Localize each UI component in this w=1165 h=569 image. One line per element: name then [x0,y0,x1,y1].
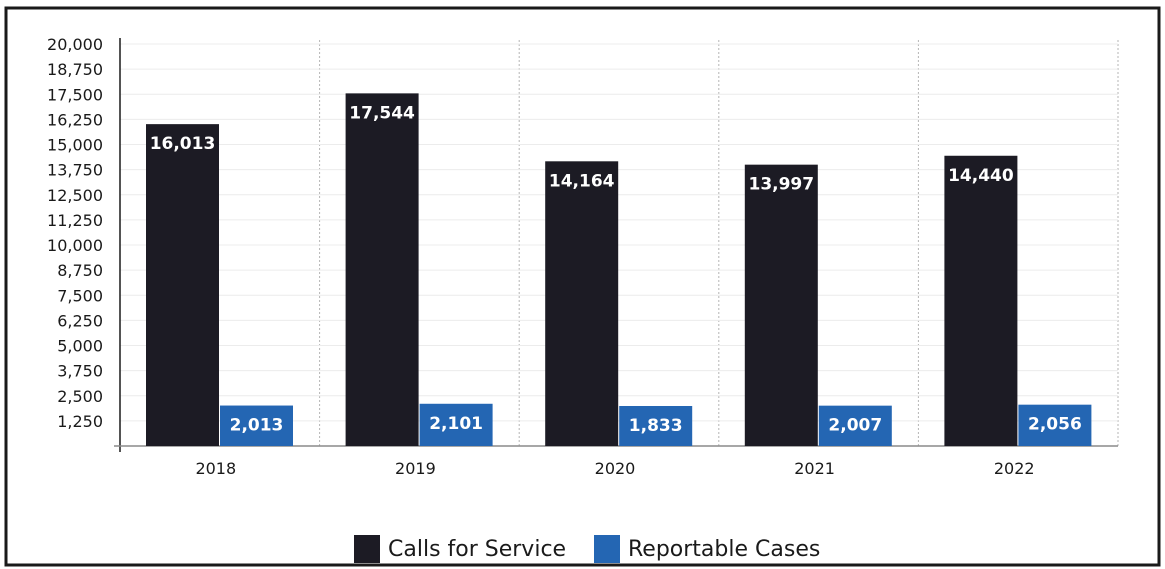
y-tick-label: 6,250 [57,311,103,330]
data-label-reportable-cases: 2,013 [230,416,284,436]
y-tick-label: 1,250 [57,412,103,431]
data-label-reportable-cases: 1,833 [629,416,683,436]
y-tick-label: 20,000 [47,35,103,54]
x-category-label: 2021 [794,459,835,478]
y-tick-label: 18,750 [47,60,103,79]
bars [146,93,1092,447]
bar-reportable-cases [818,405,892,446]
x-axis-categories: 2018 2019 2020 2021 2022 [195,459,1034,478]
legend-swatch-calls-for-service [354,535,380,563]
data-label-reportable-cases: 2,007 [828,416,882,436]
y-tick-label: 2,500 [57,387,103,406]
data-label-calls-for-service: 17,544 [349,103,415,123]
bar-reportable-cases [220,405,293,446]
y-tick-label: 11,250 [47,211,103,230]
bar-calls-for-service [146,124,219,446]
x-category-label: 2019 [395,459,436,478]
bar-reportable-cases [1018,404,1092,446]
legend-swatch-reportable-cases [594,535,620,563]
bar-reportable-cases [619,406,693,446]
data-label-reportable-cases: 2,101 [429,414,483,434]
data-labels: 16,013 2,013 17,544 2,101 14,164 1,833 13,997 2… [150,103,1082,436]
y-tick-label: 8,750 [57,261,103,280]
y-tick-label: 3,750 [57,362,103,381]
y-tick-label: 5,000 [57,337,103,356]
y-tick-label: 10,000 [47,236,103,255]
data-label-reportable-cases: 2,056 [1028,415,1082,435]
data-label-calls-for-service: 16,013 [150,134,216,154]
legend-label-reportable-cases: Reportable Cases [628,537,820,562]
bar-calls-for-service [545,161,619,447]
y-tick-label: 13,750 [47,161,103,180]
bar-calls-for-service [345,93,419,446]
bar-reportable-cases [419,403,493,446]
data-label-calls-for-service: 14,164 [549,171,615,191]
legend: Calls for Service Reportable Cases [354,535,820,563]
bar-calls-for-service [744,164,818,447]
x-category-label: 2022 [994,459,1035,478]
y-axis-ticks: 20,000 18,750 17,500 16,250 15,000 13,750 12,5… [47,35,103,431]
y-tick-label: 7,500 [57,286,103,305]
x-category-label: 2018 [195,459,236,478]
bar-calls-for-service [944,155,1018,447]
x-category-label: 2020 [595,459,636,478]
data-label-calls-for-service: 13,997 [748,175,814,195]
y-tick-label: 12,500 [47,186,103,205]
y-tick-label: 16,250 [47,110,103,129]
data-label-calls-for-service: 14,440 [948,166,1014,186]
legend-label-calls-for-service: Calls for Service [388,537,566,562]
y-tick-label: 15,000 [47,136,103,155]
y-tick-label: 17,500 [47,85,103,104]
